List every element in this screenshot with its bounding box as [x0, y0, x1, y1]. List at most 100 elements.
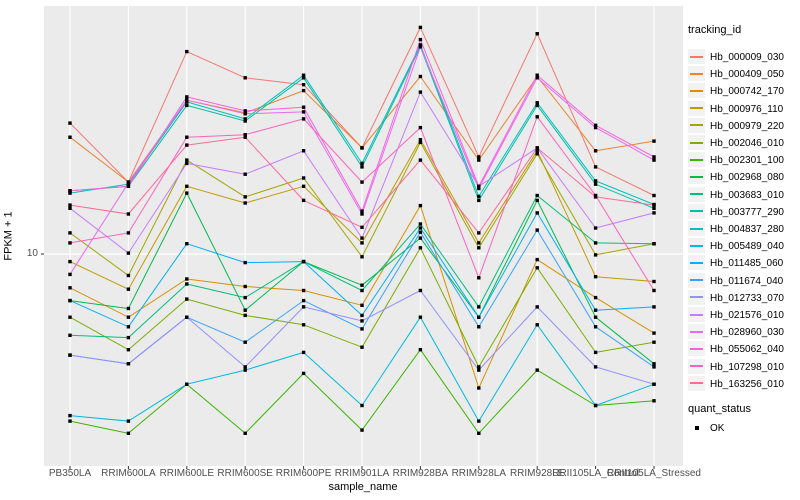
data-point [593, 123, 598, 127]
series-color-line-icon [690, 279, 703, 282]
data-point [477, 419, 481, 423]
data-point [126, 362, 131, 366]
series-color-line-icon [690, 89, 703, 92]
data-point [126, 306, 131, 311]
x-tick-label: RRIM600PE [275, 468, 332, 479]
data-point [360, 403, 364, 408]
data-point [652, 139, 656, 143]
data-point [68, 135, 72, 139]
data-point [301, 73, 306, 77]
data-point [477, 198, 481, 203]
data-point [418, 74, 423, 79]
data-point [652, 362, 656, 366]
data-point [243, 308, 247, 312]
data-point [535, 323, 539, 327]
data-point [418, 138, 423, 142]
legend-key-icon [688, 83, 705, 99]
data-point [243, 260, 247, 265]
data-point [652, 193, 656, 198]
data-point [126, 181, 131, 185]
legend-entry: Hb_000742_170 [688, 83, 800, 100]
series-color-line-icon [690, 124, 703, 127]
data-point [243, 431, 247, 435]
legend-key-icon [688, 152, 705, 168]
data-point [593, 315, 598, 319]
data-point [68, 286, 72, 290]
data-point [360, 327, 364, 331]
data-point [68, 353, 72, 357]
data-point [477, 184, 481, 188]
data-point [126, 325, 131, 329]
data-point [68, 259, 72, 264]
data-point [68, 419, 72, 423]
data-point [652, 305, 656, 309]
x-tick-label: RRIM928BA [392, 468, 449, 479]
series-color-line-icon [690, 347, 703, 350]
series-color-line-icon [690, 175, 703, 178]
data-point [243, 172, 247, 176]
data-point [360, 180, 364, 184]
data-point [243, 117, 247, 121]
series-color-line-icon [690, 193, 703, 196]
data-point [301, 350, 306, 355]
data-point [185, 161, 189, 166]
series-color-line-icon [690, 330, 703, 333]
data-point [301, 176, 306, 180]
data-point [243, 340, 247, 344]
legend-entry: Hb_003683_010 [688, 186, 800, 204]
data-point [535, 146, 539, 150]
legend-entry: Hb_003777_290 [688, 203, 800, 221]
data-point [477, 246, 481, 250]
data-point [593, 182, 598, 186]
legend-label: Hb_012733_070 [710, 292, 784, 304]
legend-label: Hb_021576_010 [710, 310, 784, 321]
data-point [652, 365, 656, 369]
legend-entry: Hb_011485_060 [688, 255, 800, 272]
data-point [535, 115, 539, 119]
legend-entry: Hb_163256_010 [688, 375, 800, 393]
legend-entry: Hb_107298_010 [688, 358, 800, 376]
data-point [418, 125, 423, 130]
data-point [535, 149, 539, 153]
legend-label: Hb_002301_100 [710, 155, 784, 167]
data-point [418, 288, 423, 293]
data-point [301, 88, 306, 93]
data-point [535, 266, 539, 270]
data-point [535, 305, 539, 309]
data-point [535, 76, 539, 80]
data-point [418, 226, 423, 230]
x-tick-label: PB350LA [48, 468, 92, 479]
data-point [360, 209, 364, 213]
legend-entry: Hb_000976_110 [688, 100, 800, 118]
legend-label: Hb_107298_010 [710, 361, 784, 373]
legend-key-icon [688, 420, 705, 435]
data-point [477, 386, 481, 390]
series-color-line-icon [690, 227, 703, 230]
data-point [126, 315, 131, 319]
data-point [477, 305, 481, 309]
legend-label: Hb_000979_220 [710, 120, 784, 132]
data-point [652, 279, 656, 284]
legend-entry: Hb_005489_040 [688, 238, 800, 255]
data-point [652, 211, 656, 215]
legend-key-icon [688, 307, 705, 322]
data-point [185, 95, 189, 99]
legend-label: Hb_003777_290 [710, 206, 784, 218]
data-point [126, 184, 131, 188]
data-point [593, 226, 598, 230]
data-point [477, 431, 481, 435]
data-point [185, 98, 189, 102]
data-point [535, 101, 539, 105]
legend-key-icon [688, 375, 705, 391]
data-point [652, 203, 656, 207]
data-point [68, 272, 72, 277]
data-point [535, 103, 539, 108]
legend-label: Hb_005489_040 [710, 241, 784, 253]
data-point [477, 155, 481, 159]
legend-key-icon [688, 49, 705, 64]
legend-key-icon [688, 289, 705, 305]
data-point [418, 222, 423, 226]
data-point [360, 319, 364, 323]
data-point [360, 303, 364, 307]
